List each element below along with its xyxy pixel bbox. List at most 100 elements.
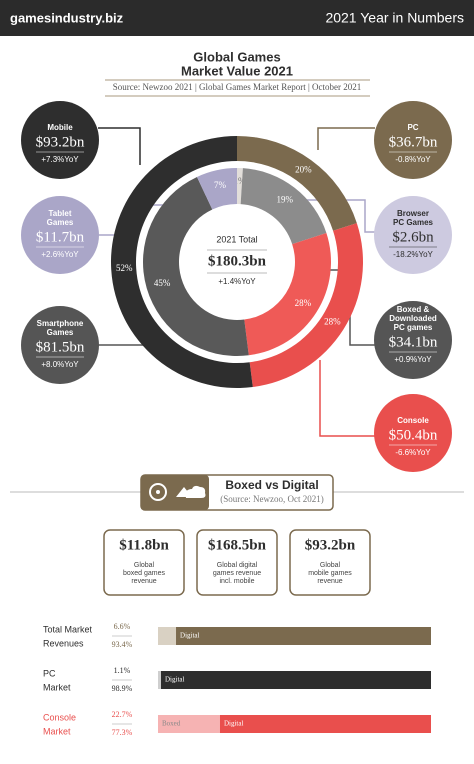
value-label: 20%	[295, 165, 312, 175]
callout-circle	[374, 394, 452, 472]
callout-label: Games	[47, 218, 74, 227]
donut-segment	[143, 176, 249, 356]
bar-segment	[158, 627, 177, 645]
callout-label: Console	[397, 416, 429, 425]
segment-label: Digital	[165, 676, 184, 684]
connector	[317, 127, 375, 150]
stat-label: Global digital	[217, 562, 258, 569]
callout-label: Boxed &	[397, 305, 430, 314]
callout-label: Tablet	[49, 209, 72, 218]
chart-title: Global Games	[193, 49, 280, 64]
donut-segment	[237, 168, 243, 205]
callout-change: -6.6%YoY	[395, 448, 431, 457]
bar-segment	[158, 671, 162, 689]
percent-label: 77.3%	[112, 728, 133, 737]
callouts: Mobile$93.2bn+7.3%YoYTabletGames$11.7bn+…	[21, 101, 452, 472]
percent-label: 98.9%	[112, 684, 133, 693]
value-label: 28%	[295, 298, 312, 308]
callout-circle	[374, 196, 452, 274]
donut-segment	[244, 232, 331, 356]
stat-label: games revenue	[213, 570, 261, 577]
callout-label: PC	[407, 123, 418, 132]
callout-value: $2.6bn	[392, 229, 434, 245]
callout-circle	[21, 306, 99, 384]
callout-change: +2.6%YoY	[41, 250, 79, 259]
center-change: +1.4%YoY	[218, 277, 256, 286]
segment-label: Boxed	[162, 720, 181, 728]
category-label: Market	[43, 682, 71, 692]
percent-label: 22.7%	[112, 710, 133, 719]
callout-label: Mobile	[47, 123, 73, 132]
callout-change: +0.9%YoY	[394, 355, 432, 364]
category-label: Console	[43, 712, 76, 722]
stat-label: revenue	[317, 578, 342, 585]
donut: 20% 28% 52% 1% 19% 28% 45% 7% 2021 Total $180.3bn…	[111, 136, 364, 388]
value-label: 1%	[234, 176, 247, 186]
center-label: 2021 Total	[216, 234, 257, 244]
value-label: 45%	[154, 278, 171, 288]
segment-label: Digital	[180, 632, 199, 640]
donut-segment	[240, 168, 327, 245]
header-title: 2021 Year in Numbers	[325, 10, 464, 26]
category-label: Market	[43, 726, 71, 736]
callout-change: -0.8%YoY	[395, 155, 431, 164]
center-value: $180.3bn	[208, 253, 267, 269]
callout-change: +7.3%YoY	[41, 155, 79, 164]
stat-label: mobile games	[308, 570, 352, 577]
value-label: 19%	[277, 194, 294, 204]
callout-change: +8.0%YoY	[41, 360, 79, 369]
callout-circle	[374, 101, 452, 179]
stat-value: $93.2bn	[305, 537, 356, 553]
donut-segment	[111, 136, 253, 388]
source: Source: Newzoo 2021 | Global Games Marke…	[113, 82, 362, 92]
segment-label: Digital	[224, 720, 243, 728]
section-title: Boxed vs Digital	[225, 478, 318, 492]
site-name: gamesindustry.biz	[10, 10, 124, 25]
stat-box	[103, 529, 185, 596]
bar-chart: Total Market Revenues 6.6% Digital 93.4% PC Ma…	[43, 622, 432, 737]
disc-icon	[149, 483, 167, 501]
cloud-icon	[185, 485, 206, 498]
callout-label: PC Games	[393, 218, 434, 227]
donut-segment	[237, 136, 357, 231]
callout-value: $50.4bn	[389, 427, 438, 443]
callout-label: Smartphone	[37, 319, 84, 328]
section-source: (Source: Newzoo, Oct 2021)	[220, 494, 323, 504]
stat-box	[289, 529, 371, 596]
value-label: 7%	[214, 180, 227, 190]
percent-label: 6.6%	[114, 622, 131, 631]
callout-circle	[21, 101, 99, 179]
stat-label: Global	[134, 562, 155, 569]
connector	[98, 127, 141, 165]
callout-label: Browser	[397, 209, 429, 218]
callout-label: Downloaded	[389, 314, 437, 323]
donut-segment	[196, 168, 237, 210]
bar-segment	[161, 671, 432, 689]
stat-label: revenue	[131, 578, 156, 585]
bar-segment	[176, 627, 431, 645]
callout-label: Games	[47, 328, 74, 337]
stat-label: boxed games	[123, 570, 166, 577]
stat-value: $11.8bn	[119, 537, 169, 553]
percent-label: 1.1%	[114, 666, 131, 675]
stat-value: $168.5bn	[208, 537, 267, 553]
disc-icon	[156, 490, 160, 494]
category-label: PC	[43, 668, 56, 678]
chart-title: Market Value 2021	[181, 63, 293, 78]
connector	[319, 360, 375, 437]
percent-label: 93.4%	[112, 640, 133, 649]
category-label: Total Market	[43, 624, 93, 634]
stat-label: incl. mobile	[219, 578, 254, 585]
callout-circle	[21, 196, 99, 274]
callout-value: $11.7bn	[36, 229, 85, 245]
bar-segment	[219, 715, 431, 733]
callout-value: $93.2bn	[36, 134, 85, 150]
category-label: Revenues	[43, 638, 84, 648]
callout-value: $81.5bn	[36, 339, 85, 355]
header-bar	[0, 0, 474, 36]
callout-value: $36.7bn	[389, 134, 438, 150]
value-label: 28%	[324, 317, 341, 327]
donut-segment	[249, 223, 364, 388]
callout-label: PC games	[394, 323, 433, 332]
